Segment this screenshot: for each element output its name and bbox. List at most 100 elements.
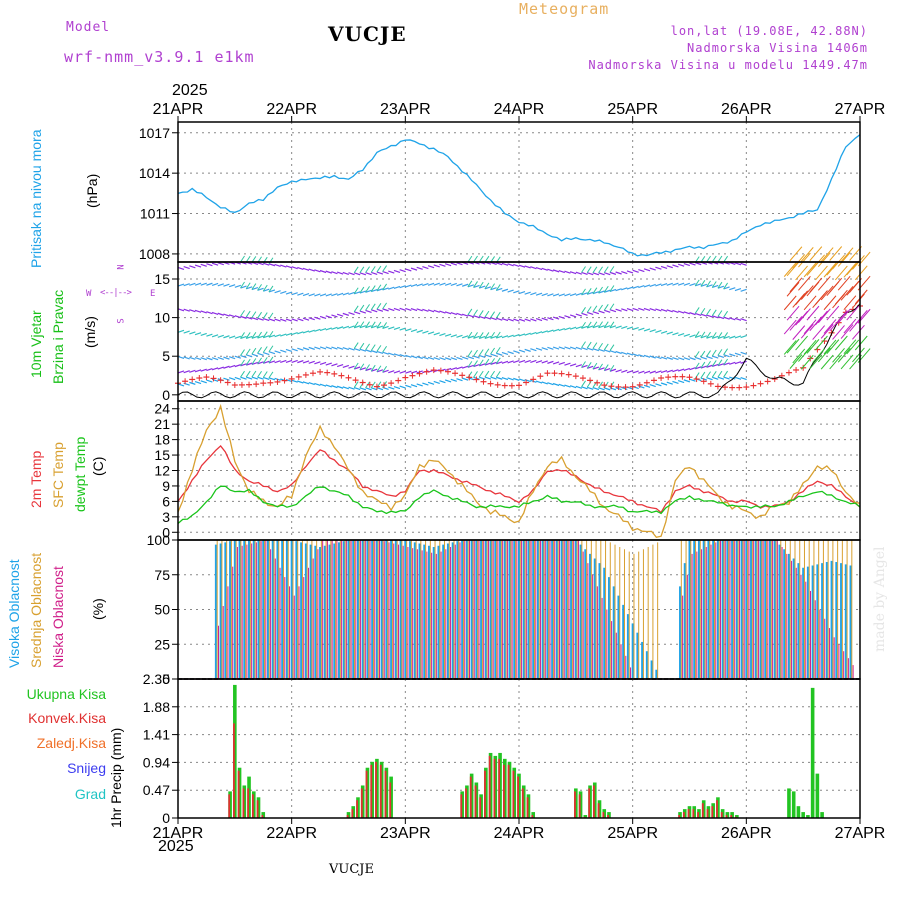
precip-total-bar — [460, 791, 464, 818]
wind-barb — [530, 359, 537, 364]
wind-barb-storm — [843, 339, 857, 354]
wind-barb — [297, 331, 304, 335]
wind-barb — [399, 269, 406, 273]
compass-e: E — [150, 289, 156, 299]
wind-barb-storm — [834, 335, 848, 351]
wind-barb — [223, 365, 230, 369]
wind-barb-flag — [717, 359, 723, 366]
wind-barb — [700, 356, 708, 360]
wind-barb — [643, 384, 651, 388]
wind-barb — [211, 378, 219, 382]
wind-barb — [581, 271, 588, 276]
wind-barb-flag — [723, 370, 729, 378]
wind-barb — [433, 357, 440, 361]
wind-barb — [501, 376, 509, 381]
wind-barb — [490, 353, 497, 357]
wind-barb-storm — [823, 262, 837, 278]
wind-barb — [643, 307, 651, 311]
wind-barb — [291, 348, 298, 352]
wind-barb — [382, 351, 389, 355]
precip-conv-bar — [379, 764, 382, 818]
wind-barb-flag — [240, 349, 245, 356]
wind-barb-flag — [359, 286, 365, 294]
wind-barb — [655, 266, 662, 270]
wind-barb — [689, 378, 696, 382]
wind-barb — [291, 266, 298, 270]
wind-barb — [694, 283, 702, 287]
wind-barb-flag — [484, 310, 490, 318]
wind-barb-flag — [609, 266, 615, 273]
wind-barb — [666, 282, 673, 286]
wind-barb — [689, 312, 696, 316]
wind-barb — [194, 357, 202, 361]
y-tick-label: 75 — [154, 567, 170, 583]
wind-barb — [592, 291, 600, 295]
wind-barb — [228, 284, 236, 288]
wind-barb-flag — [467, 350, 473, 357]
wind-barb — [518, 318, 526, 322]
wind-barb — [587, 291, 594, 295]
wind-barb-storm — [820, 285, 834, 301]
wind-barb — [734, 317, 742, 321]
wind-barb — [456, 366, 463, 370]
wind-barb — [302, 347, 310, 351]
wind-barb — [513, 350, 520, 354]
wind-barb — [479, 285, 486, 289]
wind-barb — [439, 263, 446, 267]
wind-barb — [359, 348, 367, 352]
wind-barb — [723, 362, 730, 366]
precip-conv-bar — [256, 800, 259, 818]
wind-barb — [177, 308, 185, 312]
wind-barb — [342, 386, 350, 390]
wind-barb — [331, 346, 338, 350]
wind-barb — [450, 334, 457, 338]
wind-barb-flag — [706, 308, 711, 316]
wind-barb-flag — [376, 265, 382, 273]
wind-barb — [734, 376, 742, 380]
wind-barb — [712, 363, 719, 368]
wind-barb-storm — [817, 275, 831, 291]
wind-barb — [399, 307, 406, 311]
wind-barb — [535, 331, 543, 335]
wind-barb-storm — [823, 295, 837, 311]
wind-barb — [723, 316, 730, 320]
wind-barb — [348, 312, 355, 316]
wind-barb-flag — [382, 322, 388, 329]
wind-barb-flag — [478, 370, 484, 378]
wind-barb — [280, 318, 287, 322]
temp-unit: (C) — [90, 456, 106, 476]
wind-barb — [535, 292, 543, 296]
wind-barb — [694, 262, 702, 266]
wind-barb-flag — [598, 286, 603, 294]
wind-barb — [456, 283, 463, 287]
wind-barb — [683, 333, 691, 337]
wind-barb — [484, 335, 492, 339]
wind-barb-flag — [592, 305, 598, 312]
wind-barb — [211, 334, 219, 338]
wind-barb — [399, 327, 406, 331]
wind-barb — [575, 271, 583, 275]
wind-barb — [427, 309, 435, 313]
wind-barb-storm — [823, 319, 837, 334]
wind-barb — [587, 272, 594, 276]
wind-barb — [598, 290, 605, 294]
wind-barb — [592, 366, 600, 370]
wind-barb — [484, 362, 492, 366]
precip-conv-bar — [251, 794, 254, 818]
wind-barb — [518, 290, 526, 295]
wind-barb — [382, 308, 389, 312]
wind-barb — [700, 283, 708, 287]
precip-total-bar — [256, 797, 261, 818]
wind-barb — [518, 333, 526, 337]
wind-barb-storm — [829, 277, 843, 293]
wind-barb-flag — [268, 285, 274, 293]
wind-barb — [393, 353, 401, 357]
wind-barb-flag — [694, 331, 700, 338]
wind-barb — [655, 383, 662, 387]
wind-barb-storm — [795, 335, 808, 351]
wind-barb — [524, 348, 531, 352]
wind-barb — [342, 312, 350, 316]
wind-barb-storm — [803, 262, 817, 278]
dewpt-line — [177, 485, 861, 524]
wind-barb — [621, 308, 628, 312]
